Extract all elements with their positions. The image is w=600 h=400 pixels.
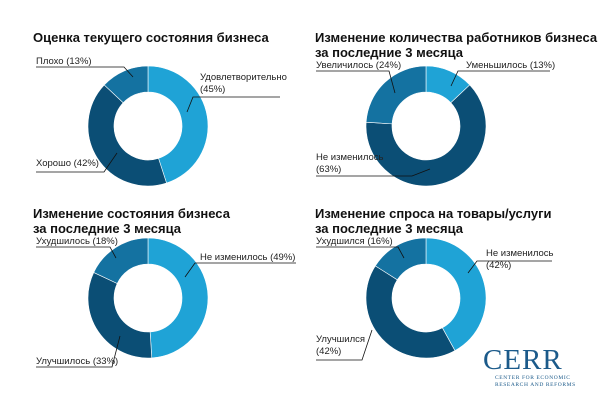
chart-title-line: Изменение количества работников бизнеса (315, 30, 598, 45)
leader-line (186, 96, 280, 113)
leader-line (36, 335, 121, 368)
chart-title-line: Оценка текущего состояния бизнеса (33, 30, 269, 45)
leader-line (316, 246, 405, 259)
cerr-logo: CERR CENTER FOR ECONOMIC RESEARCH AND RE… (483, 344, 576, 388)
slice-label: Хорошо (42%) (36, 158, 99, 169)
logo-sub-line-1: CENTER FOR ECONOMIC (495, 375, 571, 381)
chart-title-line: Изменение состояния бизнеса (33, 206, 231, 221)
donut-chart-2: Изменение количества работников бизнесаз… (315, 30, 598, 187)
chart-title-line: за последние 3 месяца (33, 221, 182, 236)
slice-label: Ухудшился (16%) (316, 236, 393, 247)
slice-label: Увеличилось (24%) (316, 60, 401, 71)
leader-line (450, 70, 550, 87)
leader-line (36, 246, 117, 259)
slice-label: Улучшился (316, 334, 365, 345)
leader-line (36, 152, 118, 173)
slice-label: (42%) (486, 260, 511, 271)
slice-label: Не изменилось (49%) (200, 252, 295, 263)
donut-slice-плохо (103, 65, 149, 104)
slice-label: (42%) (316, 346, 341, 357)
slice-label: (45%) (200, 84, 225, 95)
slice-label: Уменьшилось (13%) (466, 60, 555, 71)
leader-line (467, 260, 552, 274)
chart-title-line: за последние 3 месяца (315, 221, 464, 236)
donut-slice-хорошо (87, 84, 167, 187)
leader-line (316, 329, 373, 361)
slice-label: Улучшилось (33%) (36, 356, 118, 367)
chart-title-line: Изменение спроса на товары/услуги (315, 206, 552, 221)
slice-label: Плохо (13%) (36, 56, 92, 67)
donut-slice-ухудшилось (93, 237, 149, 284)
donut-slice-улучшилось (87, 272, 153, 359)
donut-slice-не-изменилось (365, 84, 487, 187)
slice-label: (63%) (316, 164, 341, 175)
leader-line (316, 168, 431, 177)
donut-slice-удовлетворительно (147, 65, 209, 184)
slice-label: Ухудшилось (18%) (36, 236, 118, 247)
donut-slice-не-изменилось (147, 237, 209, 359)
donut-slice-улучшился (365, 265, 456, 359)
donut-chart-1: Оценка текущего состояния бизнеса Удовлет… (33, 30, 287, 187)
slice-label: Не изменилось (316, 152, 383, 163)
leader-line (184, 262, 296, 278)
logo-name: CERR (483, 344, 563, 376)
donut-slice-не-изменилось (425, 237, 487, 351)
chart-title-line: за последние 3 месяца (315, 45, 464, 60)
donut-slice-увеличилось (365, 65, 427, 125)
logo-sub-line-2: RESEARCH AND REFORMS (495, 382, 576, 388)
donut-slice-ухудшился (374, 237, 427, 281)
slice-label: Не изменилось (486, 248, 553, 259)
leader-line (316, 70, 396, 94)
leader-line (36, 66, 134, 78)
slice-label: Удовлетворительно (200, 72, 287, 83)
